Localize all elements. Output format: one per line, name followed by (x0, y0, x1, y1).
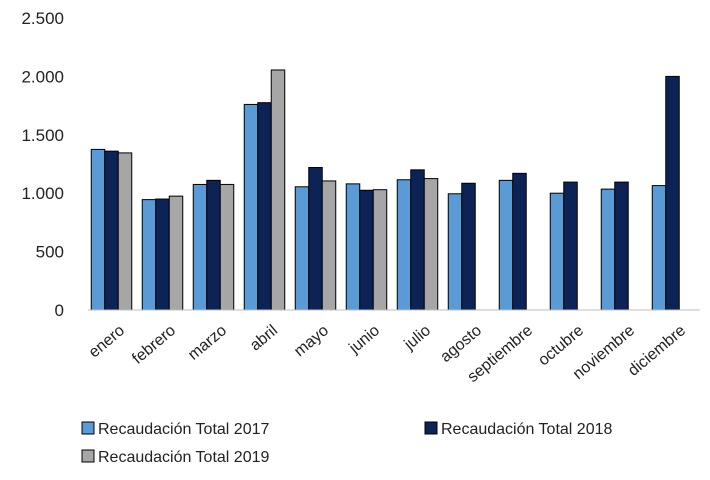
x-tick-label: marzo (185, 322, 230, 364)
bar-2-enero (104, 150, 119, 311)
bar-3-junio (372, 189, 388, 311)
legend: Recaudación Total 2017 Recaudación Total … (81, 421, 612, 466)
bar-2-diciembre (665, 75, 680, 311)
bar-3-mayo (321, 180, 337, 311)
bar-2-noviembre (614, 181, 629, 311)
x-tick-label: junio (345, 322, 383, 357)
bar-2-abril (257, 102, 272, 311)
bar-1-octubre (549, 192, 565, 311)
y-tick-label: 2.500 (21, 9, 64, 28)
legend-swatch (81, 421, 95, 435)
x-tick-label: febrero (129, 322, 179, 368)
x-tick-label: mayo (291, 322, 332, 360)
y-tick-label: 1.500 (21, 126, 64, 145)
bar-3-julio (423, 178, 439, 311)
x-tick-label: abril (247, 322, 281, 354)
bar-2-marzo (206, 179, 221, 311)
y-tick-label: 500 (36, 243, 64, 262)
bar-1-septiembre (498, 179, 514, 311)
bar-1-julio (396, 179, 412, 311)
bar-2-junio (359, 189, 374, 311)
x-tick-label: agosto (437, 322, 485, 366)
x-tick-label: enero (86, 322, 128, 361)
bar-1-marzo (192, 183, 208, 311)
bar-2-septiembre (512, 172, 527, 311)
bar-3-marzo (219, 183, 235, 311)
bar-1-junio (345, 183, 361, 311)
bar-1-enero (90, 148, 106, 311)
bar-1-febrero (141, 199, 157, 311)
legend-label: Recaudación Total 2018 (441, 421, 612, 438)
bar-2-octubre (563, 181, 578, 311)
bars (90, 69, 680, 311)
bar-2-mayo (308, 167, 323, 311)
legend-label: Recaudación Total 2017 (98, 421, 269, 438)
y-tick-label: 1.000 (21, 184, 64, 203)
legend-swatch (81, 449, 95, 463)
bar-2-agosto (461, 182, 476, 311)
bar-2-julio (410, 169, 425, 311)
bar-1-agosto (447, 193, 463, 311)
legend-swatch (424, 421, 438, 435)
x-tick-label: julio (401, 322, 435, 354)
bar-1-noviembre (600, 188, 616, 311)
x-axis: enero febrero marzo abril mayo junio julio agos… (86, 309, 700, 386)
bar-1-mayo (294, 186, 310, 311)
y-tick-label: 0 (55, 301, 64, 320)
x-tick-label: diciembre (625, 322, 689, 380)
y-tick-label: 2.000 (21, 67, 64, 86)
bar-3-enero (117, 152, 133, 311)
bar-1-diciembre (651, 185, 667, 311)
y-axis: 0 500 1.000 1.500 2.000 2.500 (21, 9, 64, 320)
bar-1-abril (243, 103, 259, 311)
bar-2-febrero (155, 198, 170, 311)
bar-3-febrero (168, 195, 184, 311)
bar-3-abril (270, 69, 286, 311)
legend-label: Recaudación Total 2019 (98, 449, 269, 466)
